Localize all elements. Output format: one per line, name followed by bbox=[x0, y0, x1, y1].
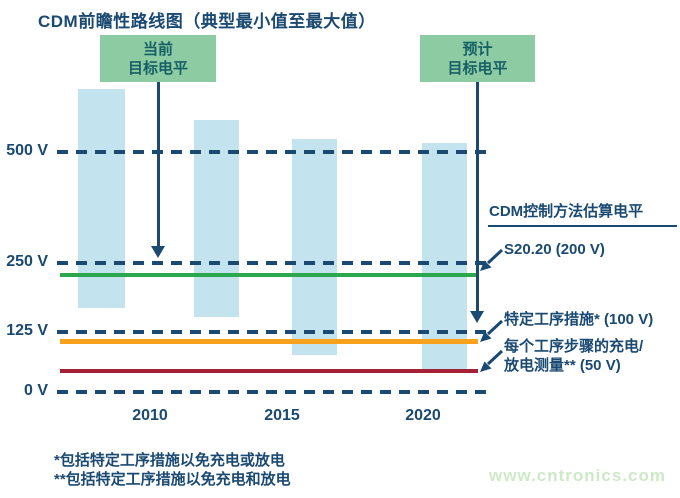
legend-header: CDM控制方法估算电平 bbox=[489, 203, 644, 220]
x-tick-2010: 2010 bbox=[132, 407, 168, 424]
pointer-arrow-orange-icon bbox=[480, 319, 504, 342]
projected-target-callout: 预计 目标电平 bbox=[420, 35, 535, 82]
current-target-line2: 目标电平 bbox=[127, 59, 188, 77]
y-tick-125v: 125 V bbox=[6, 322, 48, 339]
pointer-arrow-red-icon bbox=[480, 349, 504, 372]
current-target-arrow-shaft bbox=[157, 82, 160, 246]
legend-100v-label: 特定工序措施* (100 V) bbox=[504, 311, 654, 328]
legend-50v-line2: 放电测量** (50 V) bbox=[504, 357, 621, 374]
watermark: www.cntronics.com bbox=[489, 466, 666, 485]
x-tick-2020: 2020 bbox=[405, 407, 441, 424]
y-tick-500v: 500 V bbox=[6, 142, 48, 159]
projected-target-line2: 目标电平 bbox=[447, 59, 508, 77]
dashed-line-125v bbox=[57, 330, 487, 334]
y-tick-250v: 250 V bbox=[6, 253, 48, 270]
charge-discharge-50v-line bbox=[60, 369, 478, 373]
legend-s2020-label: S20.20 (200 V) bbox=[504, 241, 605, 258]
range-bar-pre2010 bbox=[78, 89, 125, 308]
range-bar-post2020 bbox=[422, 143, 467, 373]
current-target-line1: 当前 bbox=[142, 40, 173, 58]
legend-50v-label: 每个工序步骤的充电/ 放电测量** (50 V) bbox=[504, 337, 643, 375]
current-target-callout: 当前 目标电平 bbox=[100, 35, 216, 82]
process-measures-100v-line bbox=[60, 339, 478, 344]
dashed-line-0v bbox=[57, 390, 487, 394]
pointer-arrow-green-icon bbox=[480, 248, 504, 271]
dashed-line-250v bbox=[57, 261, 487, 265]
y-tick-0v: 0 V bbox=[23, 382, 48, 399]
x-tick-2015: 2015 bbox=[264, 407, 300, 424]
projected-target-line1: 预计 bbox=[462, 40, 493, 58]
projected-target-arrow-head-icon bbox=[470, 311, 484, 323]
dashed-line-500v bbox=[57, 150, 487, 154]
projected-target-arrow-shaft bbox=[476, 82, 479, 311]
footnote-1: *包括特定工序措施以免充电或放电 bbox=[54, 452, 285, 469]
range-bar-2015-2020 bbox=[292, 139, 337, 355]
chart-title: CDM前瞻性路线图（典型最小值至最大值） bbox=[38, 12, 376, 31]
current-target-arrow-head-icon bbox=[151, 246, 165, 258]
legend-50v-line1: 每个工序步骤的充电/ bbox=[504, 338, 644, 355]
s2020-200v-line bbox=[60, 273, 478, 277]
legend-header-underline bbox=[488, 225, 677, 227]
footnote-2: **包括特定工序措施以免充电和放电 bbox=[54, 471, 291, 488]
